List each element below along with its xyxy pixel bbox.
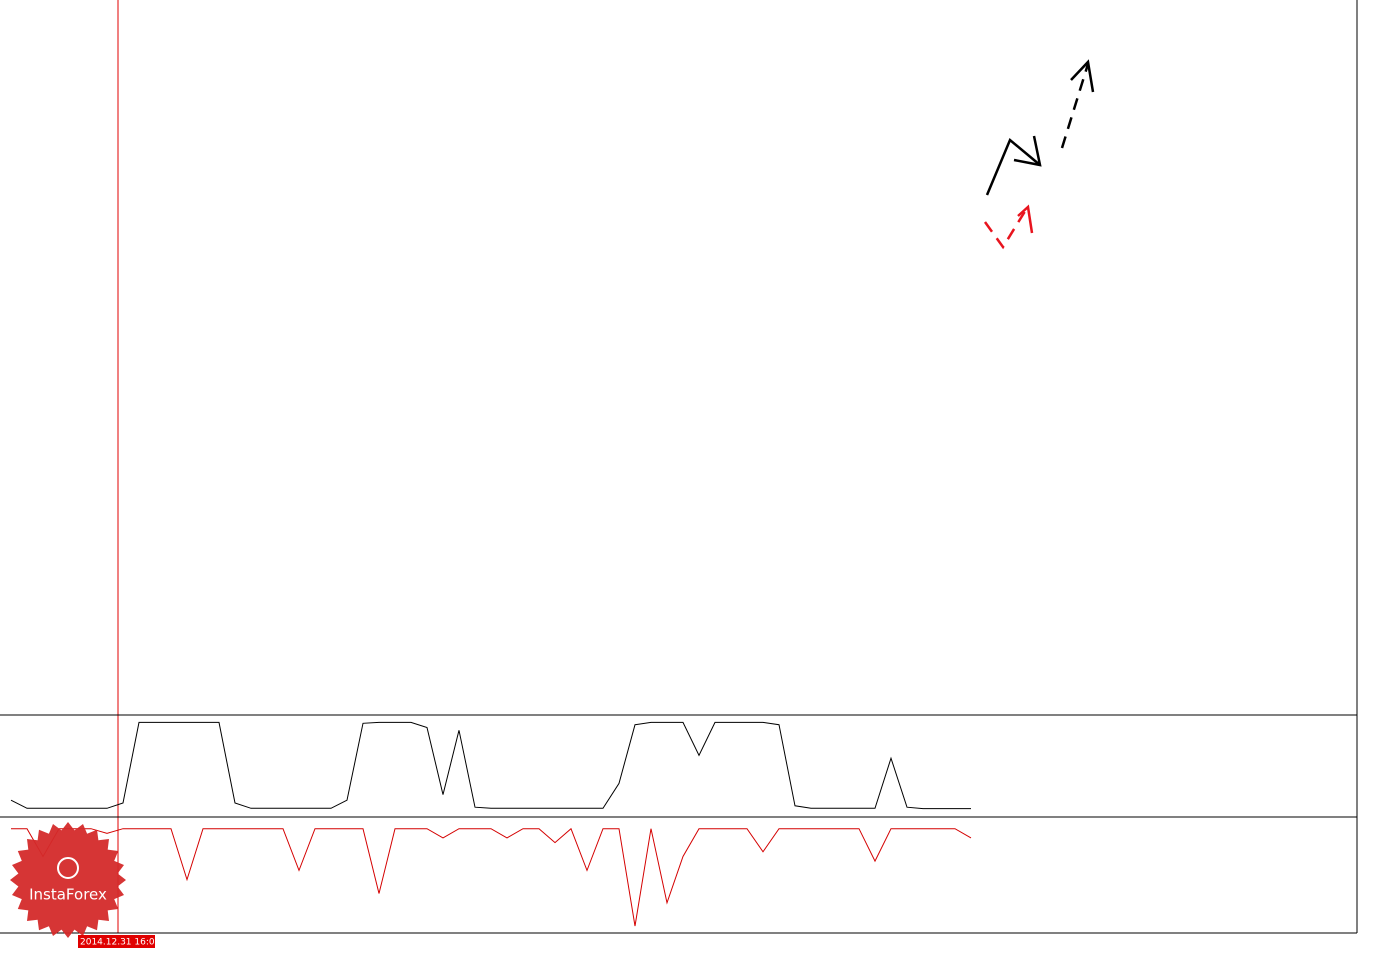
projection-arrows: [983, 59, 1095, 250]
arrow-head: [1013, 135, 1042, 167]
watermark-text: InstaForex: [29, 886, 107, 904]
arrow-head: [1017, 204, 1034, 234]
crosshair-label-box: [78, 935, 155, 948]
arrow-path: [985, 137, 1041, 196]
watermark: InstaForex: [10, 822, 126, 938]
watermark-badge: [10, 822, 126, 938]
arrow-head: [1070, 59, 1095, 93]
marks: [10, 721, 972, 927]
crosshair-label: 2014.12.31 16:00: [80, 938, 161, 948]
arrow-path: [1060, 63, 1090, 149]
arrow-path: [983, 207, 1029, 250]
indicator-line: [11, 827, 972, 927]
indicator-line: [10, 721, 971, 810]
watermark-icon: [57, 857, 79, 879]
